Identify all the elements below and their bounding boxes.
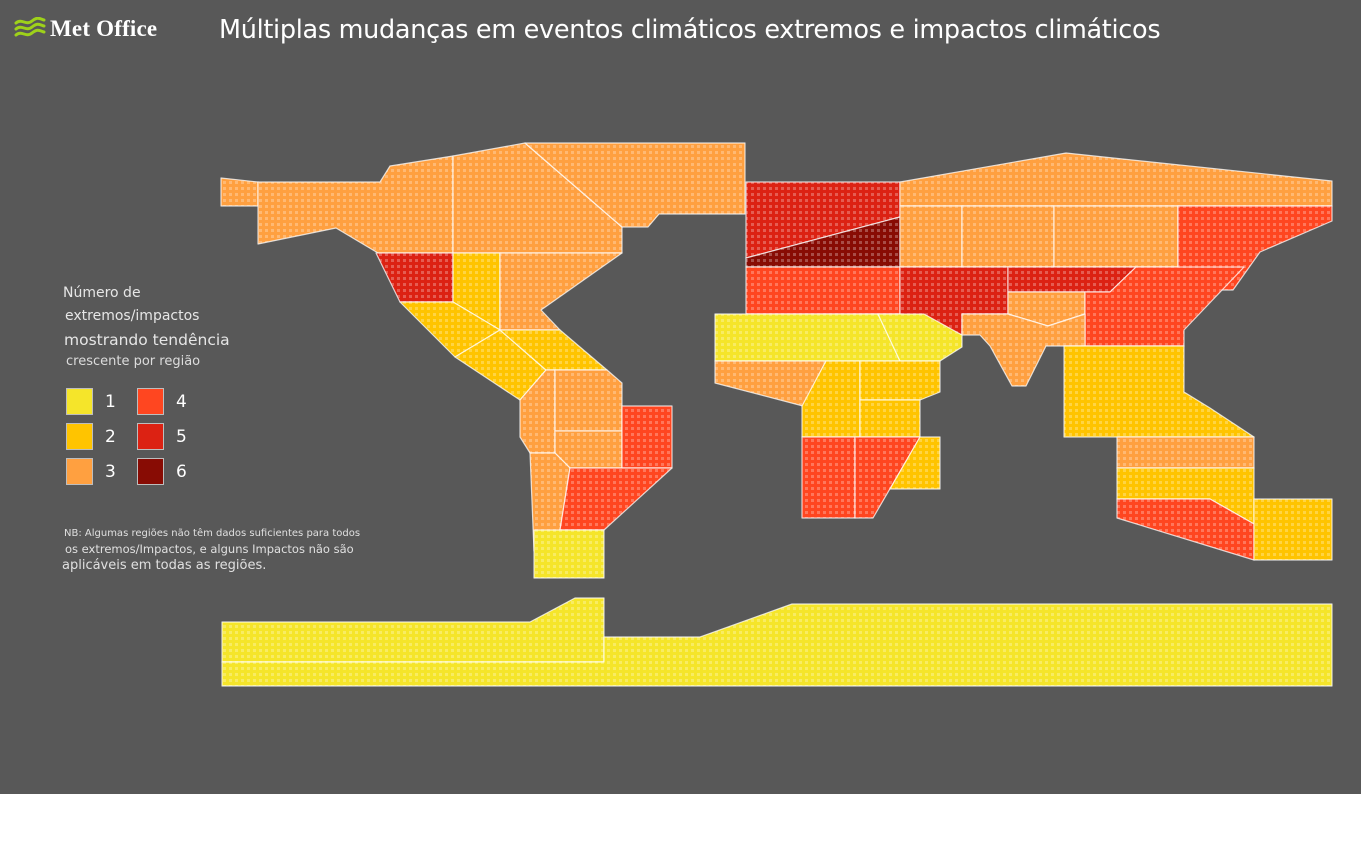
map-region — [452, 142, 623, 254]
map-region — [714, 313, 901, 362]
map-region — [877, 313, 963, 362]
map-region — [499, 252, 623, 331]
map-region — [1007, 266, 1137, 293]
legend-label-1: 1 — [105, 392, 116, 412]
legend-title-line-4: crescente por região — [66, 354, 201, 369]
legend-swatch-3 — [66, 458, 93, 485]
map-region — [714, 360, 827, 407]
map-region — [1063, 345, 1255, 438]
map-region — [889, 436, 941, 490]
map-region — [854, 436, 921, 519]
map-region — [961, 205, 1055, 268]
map-region — [533, 529, 605, 579]
map-region — [452, 252, 501, 331]
map-region — [559, 467, 673, 531]
map-region — [554, 369, 623, 432]
map-region — [1116, 498, 1255, 561]
legend-label-2: 2 — [105, 427, 116, 447]
met-office-logo: Met Office — [14, 16, 157, 42]
met-office-wave-icon — [14, 17, 46, 37]
footnote-line-3: aplicáveis em todas as regiões. — [62, 558, 267, 573]
legend-title-line-2: extremos/impactos — [65, 308, 200, 324]
map-region — [899, 205, 963, 268]
legend-swatch-6 — [137, 458, 164, 485]
map-region — [859, 360, 941, 401]
map-region — [745, 181, 901, 259]
legend-title-line-3: mostrando tendência — [64, 331, 230, 349]
map-region — [801, 436, 856, 519]
legend-label-6: 6 — [176, 462, 187, 482]
map-region — [801, 360, 861, 438]
map-region — [220, 177, 259, 207]
map-region — [257, 155, 454, 254]
map-regions — [220, 142, 1333, 687]
footnote: NB: Algumas regiões não têm dados sufici… — [62, 527, 360, 574]
map-region — [745, 266, 901, 315]
page-title: Múltiplas mudanças em eventos climáticos… — [219, 15, 1161, 45]
map-region — [621, 405, 673, 469]
legend-label-5: 5 — [176, 427, 187, 447]
map-region — [519, 369, 556, 454]
legend-label-3: 3 — [105, 462, 116, 482]
legend: Número de extremos/impactos mostrando te… — [63, 282, 230, 372]
legend-label-4: 4 — [176, 392, 187, 412]
logo-text: Met Office — [50, 16, 158, 41]
legend-swatch-5 — [137, 423, 164, 450]
legend-swatch-4 — [137, 388, 164, 415]
map-region — [1253, 498, 1333, 561]
world-map — [220, 142, 1333, 687]
map-region — [859, 399, 921, 438]
footnote-line-2: os extremos/Impactos, e alguns Impactos … — [65, 542, 354, 556]
map-region — [524, 142, 746, 228]
map-region — [221, 597, 605, 663]
map-region — [375, 252, 454, 303]
legend-title-line-1: Número de — [63, 285, 141, 301]
legend-swatch-2 — [66, 423, 93, 450]
map-region — [221, 603, 1333, 687]
map-region — [1116, 436, 1255, 469]
map-region — [554, 430, 623, 469]
footnote-line-1: NB: Algumas regiões não têm dados sufici… — [64, 528, 361, 539]
map-region — [1053, 205, 1179, 268]
map-region — [899, 152, 1333, 207]
legend-swatch-1 — [66, 388, 93, 415]
legend-swatches: 1 4 2 5 3 6 — [66, 388, 196, 493]
map-region — [961, 313, 1086, 387]
